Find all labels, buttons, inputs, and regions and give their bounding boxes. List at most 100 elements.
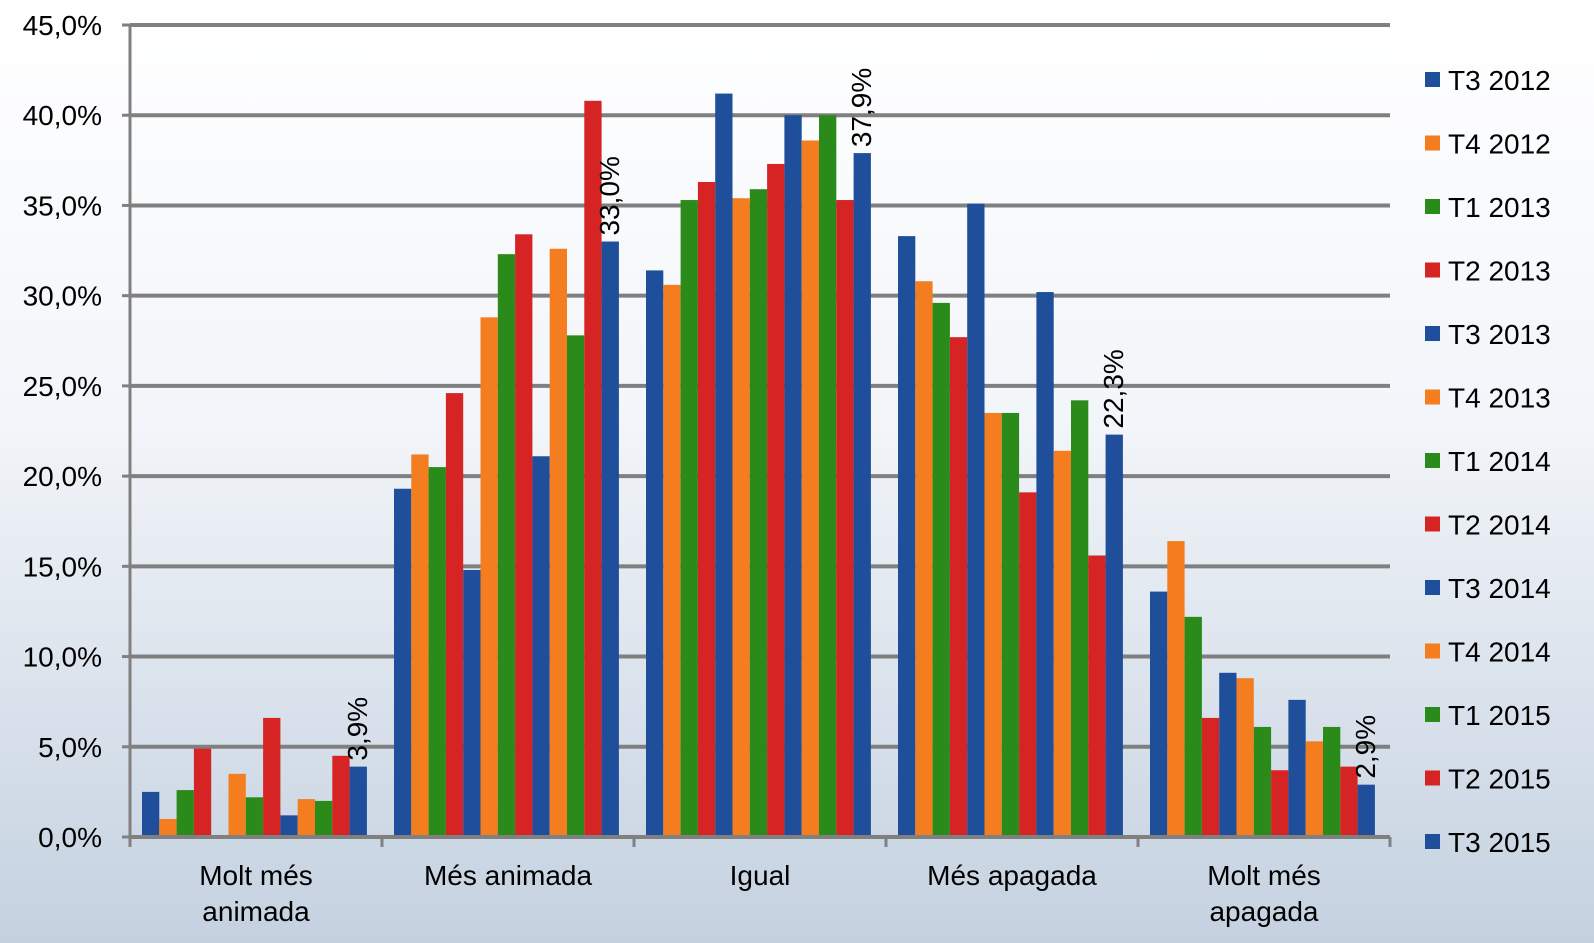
legend-label: T2 2014 xyxy=(1448,510,1551,541)
bar xyxy=(142,791,160,837)
bar xyxy=(967,203,985,837)
legend-label: T1 2015 xyxy=(1448,700,1551,731)
axes xyxy=(122,23,1392,847)
x-category-label: apagada xyxy=(1209,896,1318,927)
bar xyxy=(1271,770,1289,837)
bar xyxy=(497,254,516,838)
bar xyxy=(315,800,333,837)
legend-label: T1 2013 xyxy=(1448,192,1551,223)
legend-swatch xyxy=(1425,262,1440,278)
legend-label: T4 2012 xyxy=(1448,129,1551,160)
bar xyxy=(1105,434,1123,837)
data-label: 33,0% xyxy=(594,156,625,235)
bar xyxy=(1036,292,1054,838)
legend-swatch xyxy=(1425,199,1440,214)
y-tick-label: 20,0% xyxy=(23,461,102,492)
legend-swatch xyxy=(1425,643,1440,659)
bar xyxy=(1088,555,1106,837)
bar xyxy=(480,317,498,837)
bar xyxy=(1053,450,1071,837)
legend-label: T3 2013 xyxy=(1448,319,1551,350)
x-category-label: animada xyxy=(202,896,310,927)
bar xyxy=(549,248,567,838)
bar xyxy=(732,198,750,837)
data-label: 3,9% xyxy=(342,697,373,761)
y-tick-label: 15,0% xyxy=(23,551,102,582)
y-tick-label: 10,0% xyxy=(23,642,102,673)
bar xyxy=(646,270,664,838)
data-label: 2,9% xyxy=(1350,715,1381,779)
bar xyxy=(1219,672,1237,837)
bar xyxy=(584,100,602,837)
y-tick-label: 40,0% xyxy=(23,100,102,131)
bar xyxy=(445,393,464,837)
bar xyxy=(663,284,681,838)
bar xyxy=(715,93,733,837)
bar xyxy=(1201,717,1220,837)
bar xyxy=(1071,400,1089,837)
legend-label: T3 2014 xyxy=(1448,573,1551,604)
bar xyxy=(176,790,194,837)
legend-swatch xyxy=(1425,326,1440,341)
bar xyxy=(898,236,916,837)
x-category-label: Molt més xyxy=(1207,860,1321,891)
bar xyxy=(601,241,619,838)
bar xyxy=(349,766,367,837)
bar xyxy=(1184,616,1202,837)
bar xyxy=(567,335,585,837)
y-tick-label: 30,0% xyxy=(23,281,102,312)
bar xyxy=(193,748,212,837)
legend-swatch xyxy=(1425,389,1440,405)
legend-swatch xyxy=(1425,453,1440,468)
legend-swatch xyxy=(1425,72,1440,87)
bar xyxy=(1305,741,1323,837)
legend-label: T1 2014 xyxy=(1448,446,1551,477)
legend-swatch xyxy=(1425,834,1440,849)
labels: 0,0% 5,0% 10,0% 15,0% 20,0% 25,0% 30,0% 35,0% 40… xyxy=(23,10,1382,927)
legend-swatch xyxy=(1425,770,1440,786)
bar xyxy=(228,773,246,837)
bar xyxy=(1019,492,1037,837)
bar xyxy=(1288,699,1306,837)
bar xyxy=(784,115,802,837)
data-label: 22,3% xyxy=(1098,349,1129,428)
bar xyxy=(463,569,481,837)
bar xyxy=(159,818,177,837)
legend-swatch xyxy=(1425,516,1440,532)
bar xyxy=(801,140,819,838)
legend-swatch xyxy=(1425,707,1440,722)
bar xyxy=(819,115,837,837)
legend-label: T2 2013 xyxy=(1448,256,1551,287)
bar xyxy=(680,200,698,837)
y-tick-label: 35,0% xyxy=(23,190,102,221)
bar xyxy=(263,717,281,837)
legend-swatch xyxy=(1425,580,1440,595)
bar xyxy=(767,163,785,838)
y-tick-label: 5,0% xyxy=(38,732,102,763)
bar xyxy=(1150,591,1168,837)
bar xyxy=(697,181,716,837)
bar xyxy=(932,302,950,838)
x-category-label: Igual xyxy=(730,860,791,891)
x-category-label: Molt més xyxy=(199,860,313,891)
x-category-label: Més animada xyxy=(424,860,593,891)
bar xyxy=(428,467,446,837)
y-tick-label: 0,0% xyxy=(38,822,102,853)
legend: T3 2012 T4 2012 T1 2013 T2 2013 T3 2013 T4 20… xyxy=(1425,65,1551,858)
legend-label: T3 2015 xyxy=(1448,827,1551,858)
bar xyxy=(1253,726,1272,837)
bar xyxy=(297,799,315,837)
bar xyxy=(949,337,968,837)
bar xyxy=(1001,412,1020,837)
bar xyxy=(749,189,768,837)
bar xyxy=(411,454,429,837)
bar xyxy=(1167,541,1185,837)
bar xyxy=(984,412,1002,837)
bar xyxy=(853,153,871,838)
bar xyxy=(1357,784,1375,837)
y-tick-label: 45,0% xyxy=(23,10,102,41)
legend-label: T2 2015 xyxy=(1448,764,1551,795)
bar xyxy=(836,200,854,837)
legend-label: T4 2013 xyxy=(1448,383,1551,414)
bar xyxy=(1236,678,1254,837)
